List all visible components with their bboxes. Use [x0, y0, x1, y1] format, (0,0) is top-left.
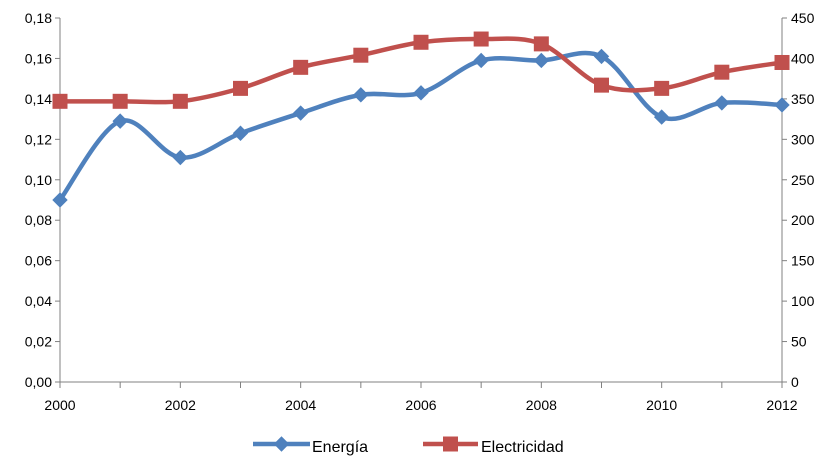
data-point-marker [233, 80, 248, 96]
legend-item-1: Energía [253, 436, 368, 456]
data-point-marker [292, 105, 309, 121]
y2-tick-label: 250 [791, 172, 815, 188]
y2-tick-label: 450 [791, 10, 815, 26]
data-point-marker [112, 93, 128, 109]
data-point-marker [473, 52, 489, 69]
series-1 [52, 48, 790, 208]
y2-tick-label: 100 [791, 293, 815, 309]
data-point-marker [293, 59, 309, 75]
data-point-marker [413, 85, 429, 101]
x-tick-label: 2000 [44, 397, 75, 413]
legend-label: Energía [312, 439, 368, 456]
series-2 [52, 31, 790, 109]
x-tick-label: 2002 [165, 397, 196, 413]
data-point-marker [52, 93, 68, 109]
y-tick-label: 0,12 [25, 131, 52, 147]
data-point-marker [774, 97, 790, 113]
data-point-marker [112, 113, 128, 129]
legend-label: Electricidad [481, 439, 564, 456]
x-tick-label: 2008 [526, 397, 557, 413]
data-point-marker [714, 64, 730, 80]
data-point-marker [594, 77, 609, 93]
y2-tick-label: 50 [791, 334, 807, 350]
legend-item-2: Electricidad [423, 436, 564, 456]
y-tick-label: 0,14 [25, 91, 52, 107]
axes: 0,00 0,02 0,04 0,06 0,08 0,10 0,12 0,14 0,16 0,18… [25, 10, 815, 413]
data-point-marker [353, 47, 369, 63]
x-tick-label: 2006 [405, 397, 436, 413]
y2-tick-label: 300 [791, 131, 815, 147]
data-point-marker [653, 109, 670, 125]
y-tick-label: 0,16 [25, 50, 52, 66]
legend: Energía Electricidad [253, 436, 564, 456]
data-point-marker [593, 48, 610, 65]
y-tick-label: 0,02 [25, 334, 52, 350]
y2-tick-label: 200 [791, 212, 815, 228]
data-point-marker [533, 36, 549, 52]
data-point-marker [774, 54, 790, 70]
series-layer [52, 31, 790, 208]
y-tick-label: 0,06 [25, 253, 52, 269]
y2-tick-label: 150 [791, 253, 815, 269]
data-point-marker [654, 80, 670, 96]
y2-tick-label: 0 [791, 374, 799, 390]
data-point-marker [353, 87, 369, 103]
data-point-marker [172, 93, 188, 109]
y-tick-label: 0,08 [25, 212, 52, 228]
data-point-marker [232, 125, 249, 141]
y-tick-label: 0,18 [25, 10, 52, 26]
y-tick-label: 0,00 [25, 374, 52, 390]
legend-swatch-marker [443, 436, 458, 452]
y2-tick-label: 400 [791, 50, 815, 66]
data-point-marker [473, 31, 489, 47]
series-line [57, 50, 785, 203]
data-point-marker [533, 52, 550, 69]
data-point-marker [714, 95, 730, 111]
data-point-marker [52, 192, 68, 208]
x-tick-label: 2010 [646, 397, 677, 413]
y-tick-label: 0,04 [25, 293, 52, 309]
x-tick-label: 2012 [766, 397, 797, 413]
y2-tick-label: 350 [791, 91, 815, 107]
data-point-marker [413, 34, 429, 50]
legend-swatch-marker [273, 436, 290, 452]
data-point-marker [172, 149, 189, 166]
x-tick-label: 2004 [285, 397, 316, 413]
y-tick-label: 0,10 [25, 172, 52, 188]
